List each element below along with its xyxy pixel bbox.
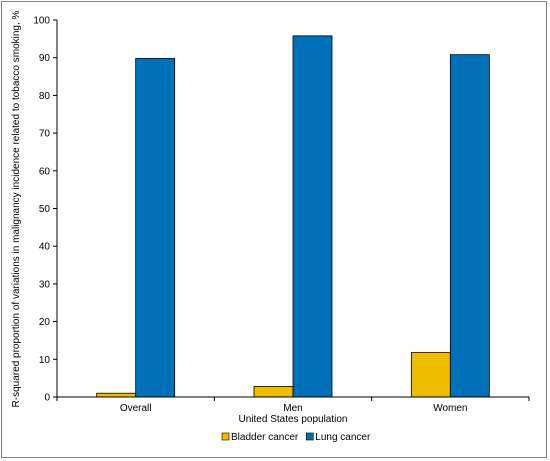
x-category-label: Overall [120, 403, 152, 414]
y-tick-label: 0 [44, 393, 50, 404]
bar-lung-cancer-women [449, 54, 490, 398]
bar-bladder-cancer-women [410, 352, 451, 398]
y-axis-title: R-squared proportion of variations in ma… [11, 10, 22, 407]
y-tick-label: 20 [39, 317, 51, 328]
bar-lung-cancer-men [292, 35, 333, 398]
y-tick-label: 50 [39, 204, 51, 215]
bars-group [96, 35, 490, 398]
x-axis-ticks [56, 397, 530, 401]
legend-label-lung-cancer: Lung cancer [315, 432, 371, 443]
bar-bladder-cancer-men [253, 386, 294, 398]
y-tick-label: 70 [39, 129, 51, 140]
y-tick-label: 30 [39, 279, 51, 290]
x-category-label: Women [433, 403, 467, 414]
y-axis-ticks: 0 10 20 30 40 50 60 70 80 90 100 [33, 16, 57, 404]
y-tick-label: 90 [39, 53, 51, 64]
x-axis-category-labels: Overall Men Women [120, 403, 468, 414]
legend-swatch-lung-cancer [305, 432, 314, 441]
y-tick-label: 60 [39, 166, 51, 177]
legend-label-bladder-cancer: Bladder cancer [231, 432, 299, 443]
y-tick-label: 80 [39, 91, 51, 102]
y-tick-label: 10 [39, 355, 51, 366]
y-tick-label: 40 [39, 242, 51, 253]
x-category-label: Men [283, 403, 302, 414]
x-axis-title: United States population [239, 414, 348, 425]
legend-swatch-bladder-cancer [221, 432, 230, 441]
bar-bladder-cancer-overall [96, 392, 137, 398]
bar-lung-cancer-overall [135, 58, 176, 398]
y-tick-label: 100 [33, 16, 50, 27]
legend: Bladder cancer Lung cancer [221, 432, 371, 443]
